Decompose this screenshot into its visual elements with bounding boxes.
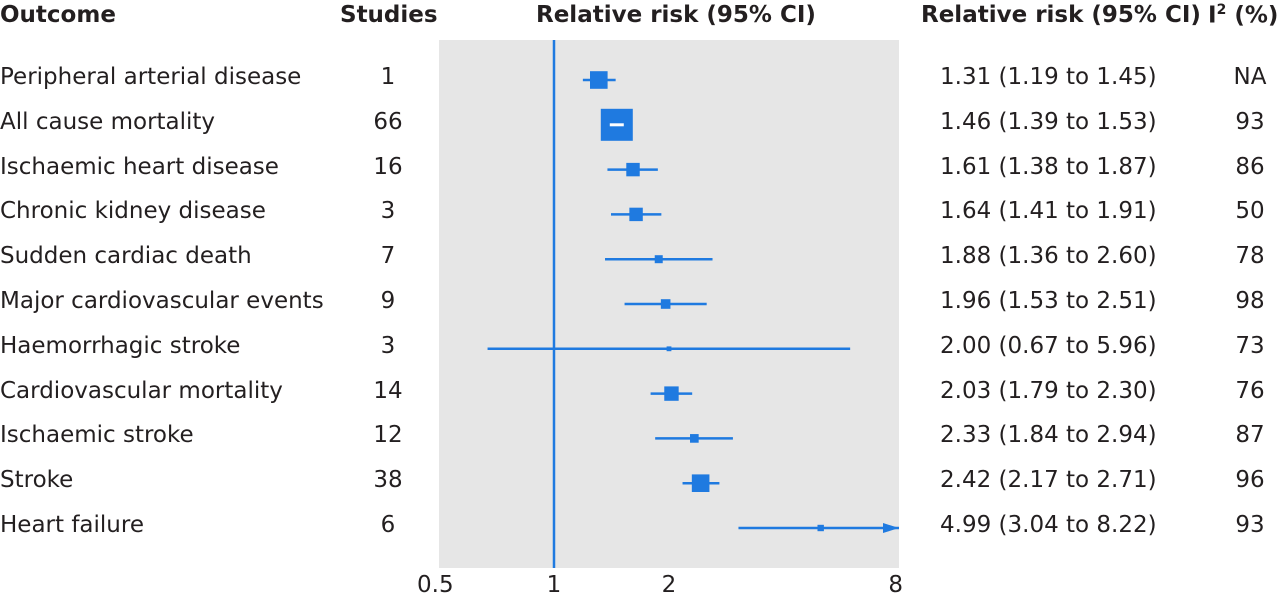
outcome-label: All cause mortality bbox=[0, 108, 216, 135]
point-estimate bbox=[660, 299, 671, 309]
header-outcome: Outcome bbox=[0, 2, 116, 28]
relative-risk-ci-text: 1.96 (1.53 to 2.51) bbox=[940, 288, 1157, 314]
header-i2-superscript: 2 bbox=[1216, 2, 1227, 18]
outcome-label: Major cardiovascular events bbox=[0, 288, 324, 314]
relative-risk-ci-text: 1.46 (1.39 to 1.53) bbox=[940, 108, 1157, 135]
outcome-label: Cardiovascular mortality bbox=[0, 377, 283, 404]
x-tick-label: 2 bbox=[662, 572, 677, 597]
i2-value: 78 bbox=[1235, 243, 1265, 270]
outcome-label: Stroke bbox=[0, 467, 74, 494]
point-estimate bbox=[666, 346, 672, 352]
point-estimate bbox=[817, 524, 824, 532]
x-tick-label: 8 bbox=[888, 572, 903, 597]
relative-risk-ci-text: 4.99 (3.04 to 8.22) bbox=[940, 512, 1157, 538]
point-estimate bbox=[626, 162, 640, 177]
studies-count: 66 bbox=[373, 108, 403, 135]
relative-risk-ci-text: 1.31 (1.19 to 1.45) bbox=[940, 64, 1157, 90]
i2-value: 93 bbox=[1235, 108, 1265, 135]
studies-count: 12 bbox=[373, 422, 403, 449]
i2-value: 87 bbox=[1235, 422, 1265, 449]
i2-value: 96 bbox=[1235, 467, 1265, 494]
header-i2-letter: I bbox=[1208, 2, 1217, 29]
header-plot-relative-risk: Relative risk (95% CI) bbox=[536, 2, 816, 28]
point-estimate bbox=[590, 71, 608, 89]
studies-count: 9 bbox=[380, 288, 396, 314]
studies-count: 7 bbox=[380, 243, 396, 270]
relative-risk-ci-text: 2.00 (0.67 to 5.96) bbox=[940, 332, 1157, 359]
point-estimate bbox=[654, 255, 663, 264]
relative-risk-ci-text: 1.61 (1.38 to 1.87) bbox=[940, 153, 1157, 180]
header-studies: Studies bbox=[340, 2, 438, 28]
outcome-label: Sudden cardiac death bbox=[0, 243, 252, 270]
header-i2: I2 (%) bbox=[1208, 2, 1278, 29]
i2-value: 98 bbox=[1235, 288, 1265, 314]
studies-count: 3 bbox=[380, 198, 396, 225]
studies-count: 1 bbox=[380, 64, 396, 90]
x-tick-label: 1 bbox=[547, 572, 562, 597]
outcome-label: Chronic kidney disease bbox=[0, 198, 266, 225]
point-estimate bbox=[664, 386, 679, 401]
i2-value: 76 bbox=[1235, 377, 1265, 404]
point-estimate bbox=[691, 474, 710, 492]
studies-count: 3 bbox=[380, 332, 396, 359]
point-estimate bbox=[690, 434, 699, 443]
studies-count: 6 bbox=[380, 512, 396, 538]
i2-value: 73 bbox=[1235, 332, 1265, 359]
i2-value: 50 bbox=[1235, 198, 1265, 225]
i2-value: 86 bbox=[1235, 153, 1265, 180]
outcome-label: Ischaemic stroke bbox=[0, 422, 194, 449]
outcome-label: Haemorrhagic stroke bbox=[0, 332, 241, 359]
header-relative-risk-ci: Relative risk (95% CI) bbox=[921, 2, 1201, 28]
relative-risk-ci-text: 2.33 (1.84 to 2.94) bbox=[940, 422, 1157, 449]
outcome-label: Peripheral arterial disease bbox=[0, 64, 302, 90]
relative-risk-ci-text: 1.64 (1.41 to 1.91) bbox=[940, 198, 1157, 225]
studies-count: 14 bbox=[373, 377, 403, 404]
outcome-label: Heart failure bbox=[0, 512, 144, 538]
point-estimate bbox=[629, 207, 643, 222]
relative-risk-ci-text: 2.42 (2.17 to 2.71) bbox=[940, 467, 1157, 494]
studies-count: 16 bbox=[373, 153, 403, 180]
i2-value: NA bbox=[1233, 64, 1267, 90]
relative-risk-ci-text: 2.03 (1.79 to 2.30) bbox=[940, 377, 1157, 404]
ci-overflow-arrow bbox=[883, 523, 899, 533]
x-tick-label: 0.5 bbox=[417, 572, 454, 597]
relative-risk-ci-text: 1.88 (1.36 to 2.60) bbox=[940, 243, 1157, 270]
outcome-label: Ischaemic heart disease bbox=[0, 153, 279, 180]
studies-count: 38 bbox=[373, 467, 403, 494]
header-i2-suffix: (%) bbox=[1226, 2, 1279, 29]
i2-value: 93 bbox=[1235, 512, 1265, 538]
